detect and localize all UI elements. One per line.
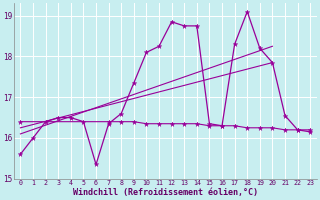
X-axis label: Windchill (Refroidissement éolien,°C): Windchill (Refroidissement éolien,°C) bbox=[73, 188, 258, 197]
